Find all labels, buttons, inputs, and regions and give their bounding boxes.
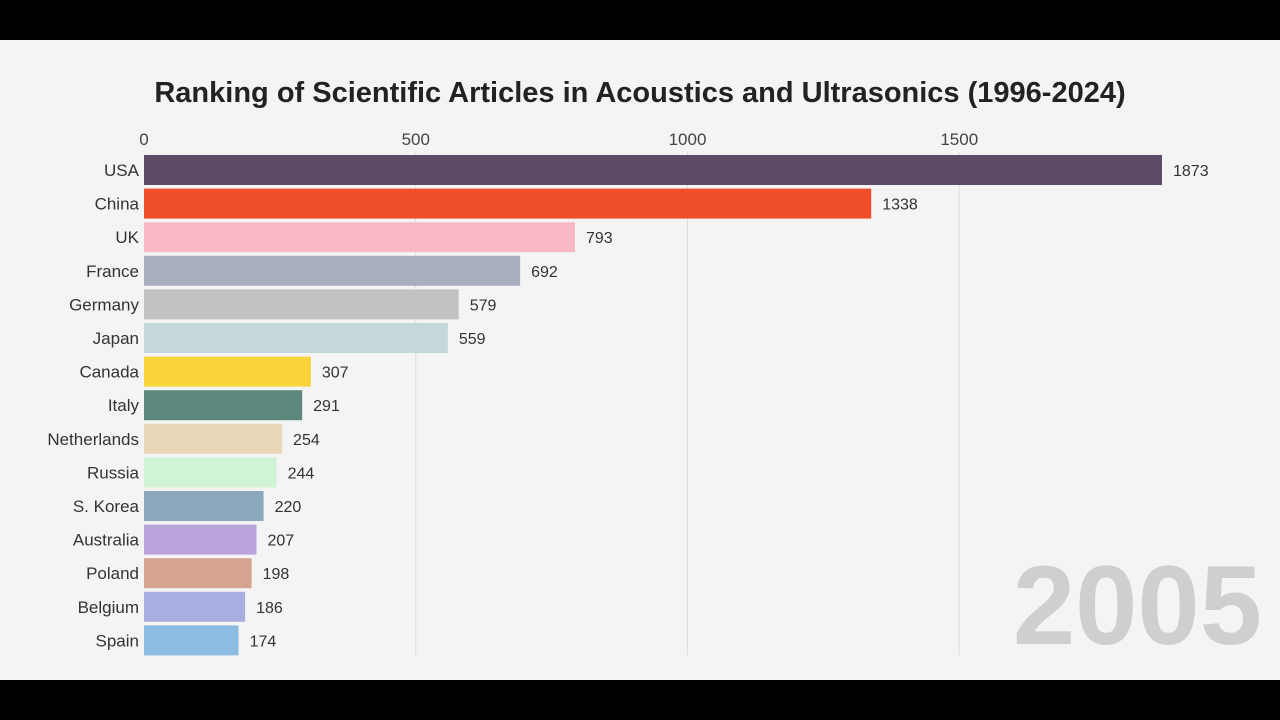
category-label: Australia [73, 531, 140, 550]
value-label: 207 [268, 533, 295, 550]
value-label: 244 [288, 465, 315, 482]
value-label: 793 [586, 230, 613, 247]
x-axis-ticks: 0 500 1000 1500 [139, 130, 978, 149]
bar [144, 255, 521, 286]
bar [144, 188, 872, 219]
value-label: 1873 [1173, 163, 1209, 180]
category-label: Netherlands [47, 430, 139, 449]
bar [144, 222, 576, 253]
value-label: 186 [256, 600, 283, 617]
chart-frame: Ranking of Scientific Articles in Acoust… [0, 40, 1280, 680]
value-label: 174 [250, 633, 277, 650]
category-label: Belgium [78, 598, 139, 617]
category-label: Japan [93, 329, 139, 348]
value-label: 559 [459, 331, 486, 348]
bar [144, 491, 264, 521]
bar [144, 591, 246, 622]
value-label: 291 [313, 398, 340, 415]
category-label: Canada [79, 363, 139, 382]
bars: USA 1873 China 1338 UK 793 France 692 Germany 579… [47, 155, 1209, 656]
bar [144, 625, 239, 656]
x-tick-label: 1000 [669, 130, 707, 149]
value-label: 579 [470, 297, 497, 314]
bar [144, 524, 257, 555]
category-label: France [86, 262, 139, 281]
value-label: 254 [293, 432, 320, 449]
year-label: 2005 [1013, 543, 1262, 668]
bar [144, 356, 311, 387]
category-label: Russia [87, 463, 140, 482]
category-label: Italy [108, 396, 140, 415]
bar [144, 423, 283, 454]
x-tick-label: 1500 [940, 130, 978, 149]
category-label: Poland [86, 564, 139, 583]
chart-title: Ranking of Scientific Articles in Acoust… [154, 77, 1125, 109]
value-label: 198 [263, 566, 290, 583]
value-label: 692 [531, 264, 558, 281]
bar-chart: Ranking of Scientific Articles in Acoust… [47, 77, 1262, 668]
bar [144, 390, 303, 421]
bar [144, 323, 448, 353]
bar [144, 457, 277, 488]
value-label: 1338 [882, 197, 918, 214]
x-tick-label: 0 [139, 130, 148, 149]
x-tick-label: 500 [402, 130, 430, 149]
bar [144, 155, 1162, 185]
value-label: 307 [322, 365, 349, 382]
category-label: USA [104, 161, 140, 180]
category-label: S. Korea [73, 497, 140, 516]
category-label: UK [115, 228, 139, 247]
category-label: Spain [96, 631, 139, 650]
bar [144, 558, 252, 589]
category-label: China [95, 195, 140, 214]
bar [144, 289, 459, 320]
value-label: 220 [275, 499, 302, 516]
category-label: Germany [69, 295, 139, 314]
